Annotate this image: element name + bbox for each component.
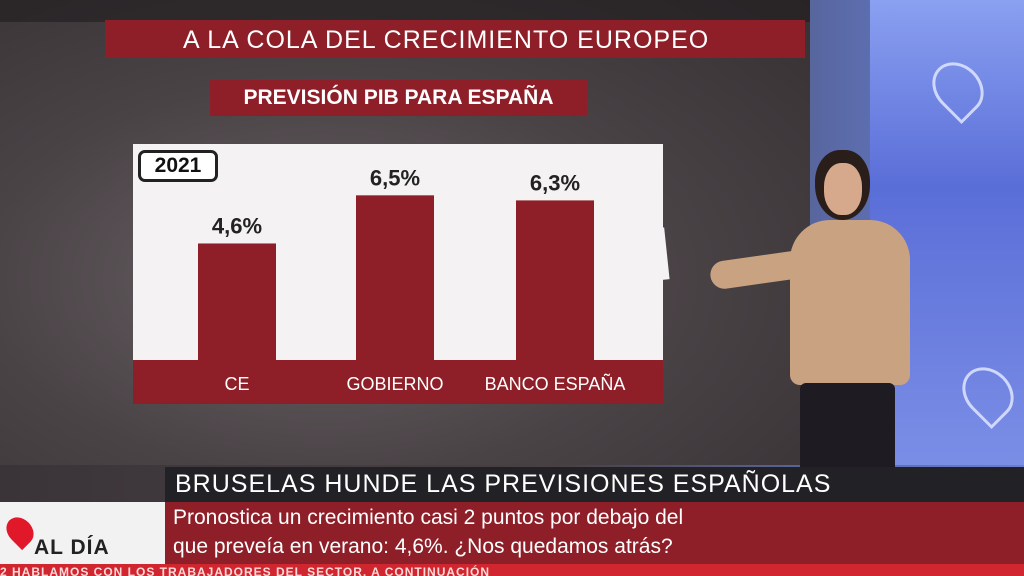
category-label: GOBIERNO <box>346 374 443 394</box>
presenter-legs <box>800 383 895 473</box>
ticker-text: 2 HABLAMOS CON LOS TRABAJADORES DEL SECT… <box>0 565 491 576</box>
screen-top-strip <box>0 0 810 22</box>
bar-gobierno <box>356 195 434 360</box>
presenter-figure <box>612 145 930 473</box>
presenter-face <box>824 163 862 215</box>
bar-ce <box>198 243 276 360</box>
news-ticker: 2 HABLAMOS CON LOS TRABAJADORES DEL SECT… <box>0 564 1024 576</box>
bar-value-label: 6,5% <box>370 165 420 190</box>
category-label: BANCO ESPAÑA <box>485 373 626 394</box>
lower-third-line-1: Pronostica un crecimiento casi 2 puntos … <box>173 506 684 529</box>
year-badge: 2021 <box>138 150 218 182</box>
presenter-sweater <box>790 220 910 385</box>
bar-banco-españa <box>516 200 594 360</box>
show-logo-text: AL DÍA <box>34 536 110 559</box>
bar-value-label: 6,3% <box>530 170 580 195</box>
subheadline-banner: PREVISIÓN PIB PARA ESPAÑA <box>210 80 587 116</box>
lower-third-subtitle-bar: Pronostica un crecimiento casi 2 puntos … <box>165 502 1024 564</box>
lower-third-title: BRUSELAS HUNDE LAS PREVISIONES ESPAÑOLAS <box>175 470 832 498</box>
headline-text: A LA COLA DEL CRECIMIENTO EUROPEO <box>183 26 710 54</box>
headline-banner: A LA COLA DEL CRECIMIENTO EUROPEO <box>105 20 805 58</box>
category-axis-band <box>133 360 663 404</box>
bar-value-label: 4,6% <box>212 213 262 238</box>
category-label: CE <box>224 374 249 394</box>
lower-third-title-bar: BRUSELAS HUNDE LAS PREVISIONES ESPAÑOLAS <box>165 467 1024 502</box>
lower-third-line-2: que preveía en verano: 4,6%. ¿Nos quedam… <box>173 535 673 558</box>
